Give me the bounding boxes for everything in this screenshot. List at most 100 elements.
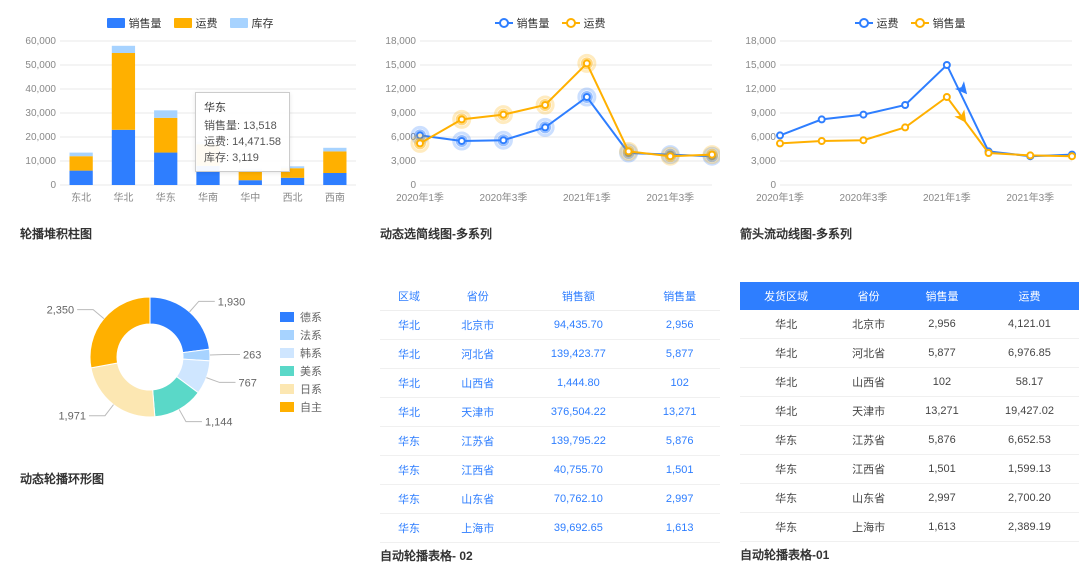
line2-chart: 0 3,000 6,000 9,000 12,000 15,000 18,000 2020年1… [740, 37, 1079, 217]
svg-text:德系: 德系 [300, 310, 322, 324]
table-header: 发货区域 [740, 282, 832, 310]
svg-text:2021年1季: 2021年1季 [563, 191, 611, 204]
table-row: 华东江苏省5,8766,652.53 [740, 426, 1079, 455]
legend-item[interactable]: 销售量 [495, 15, 550, 31]
table-row: 华东江西省1,5011,599.13 [740, 455, 1079, 484]
svg-text:263: 263 [243, 350, 261, 362]
svg-text:华东: 华东 [156, 191, 176, 204]
table-row: 华北山西省10258.17 [740, 368, 1079, 397]
legend-item[interactable]: 销售量 [911, 15, 966, 31]
svg-text:法系: 法系 [300, 328, 322, 342]
line2-panel: 运费销售量 0 3,000 6,000 9,000 12,000 15,000 18,000… [730, 10, 1079, 247]
table-header: 运费 [979, 282, 1079, 310]
table-row: 华东江西省40,755.701,501 [380, 456, 720, 485]
bar-chart-panel: 销售量运费库存 0 10,000 20,000 30,000 40,000 50,000 6… [10, 10, 370, 247]
svg-text:0: 0 [770, 180, 776, 191]
svg-text:767: 767 [238, 377, 256, 389]
svg-text:1,971: 1,971 [58, 411, 86, 423]
svg-text:3,000: 3,000 [751, 156, 776, 167]
svg-text:东北: 东北 [71, 191, 91, 204]
line1-chart: 03,0006,0009,00012,00015,00018,0002020年1… [380, 37, 720, 217]
svg-text:18,000: 18,000 [745, 37, 776, 47]
legend-item[interactable]: 销售量 [107, 15, 162, 31]
svg-text:6,000: 6,000 [751, 132, 776, 143]
svg-text:西南: 西南 [325, 191, 345, 204]
svg-text:18,000: 18,000 [385, 37, 416, 47]
line1-legend: 销售量运费 [380, 15, 720, 31]
svg-text:15,000: 15,000 [745, 60, 776, 71]
table1: 区域省份销售额销售量华北北京市94,435.702,956华北河北省139,42… [380, 282, 720, 543]
pie-chart: 1,930 263 767 1,144 1,971 2,350 德系法系韩系美系日系自主 [20, 252, 360, 462]
table-row: 华东山东省70,762.102,997 [380, 485, 720, 514]
svg-text:2,350: 2,350 [47, 305, 75, 317]
table-header: 销售额 [517, 282, 639, 311]
table-header: 销售量 [905, 282, 979, 310]
svg-text:西北: 西北 [283, 192, 303, 204]
table-row: 华北天津市376,504.2213,271 [380, 398, 720, 427]
table-row: 华北河北省139,423.775,877 [380, 340, 720, 369]
table-row: 华北北京市2,9564,121.01 [740, 310, 1079, 339]
pie-title: 动态轮播环形图 [20, 470, 360, 487]
svg-text:2020年3季: 2020年3季 [480, 191, 528, 204]
svg-text:0: 0 [410, 180, 416, 191]
svg-text:华北: 华北 [113, 191, 133, 204]
svg-text:20,000: 20,000 [25, 132, 56, 143]
svg-text:韩系: 韩系 [300, 346, 322, 360]
svg-text:自主: 自主 [300, 401, 322, 414]
svg-text:15,000: 15,000 [385, 60, 416, 71]
svg-text:2020年1季: 2020年1季 [756, 191, 804, 204]
table-header: 省份 [438, 282, 517, 311]
svg-text:12,000: 12,000 [385, 84, 416, 95]
svg-text:12,000: 12,000 [745, 84, 776, 95]
table2-panel: 发货区域省份销售量运费华北北京市2,9564,121.01华北河北省5,8776… [730, 247, 1079, 569]
table-header: 区域 [380, 282, 438, 311]
table-row: 华北河北省5,8776,976.85 [740, 339, 1079, 368]
svg-text:华中: 华中 [240, 191, 260, 204]
line1-title: 动态选简线图-多系列 [380, 225, 720, 242]
svg-text:美系: 美系 [300, 365, 322, 378]
legend-item[interactable]: 运费 [174, 15, 218, 31]
svg-text:2020年1季: 2020年1季 [396, 191, 444, 204]
table-row: 华东江苏省139,795.225,876 [380, 427, 720, 456]
svg-text:60,000: 60,000 [25, 37, 56, 47]
svg-text:2021年3季: 2021年3季 [1006, 191, 1054, 204]
line1-panel: 销售量运费 03,0006,0009,00012,00015,00018,000… [370, 10, 730, 247]
table2: 发货区域省份销售量运费华北北京市2,9564,121.01华北河北省5,8776… [740, 282, 1079, 542]
legend-item[interactable]: 运费 [855, 15, 899, 31]
line2-legend: 运费销售量 [740, 15, 1079, 31]
line2-title: 箭头流动线图-多系列 [740, 225, 1079, 242]
svg-text:华南: 华南 [198, 191, 218, 204]
table-row: 华东山东省2,9972,700.20 [740, 484, 1079, 513]
legend-item[interactable]: 库存 [230, 15, 274, 31]
svg-text:2021年1季: 2021年1季 [923, 191, 971, 204]
table-header: 销售量 [639, 282, 720, 311]
svg-text:30,000: 30,000 [25, 108, 56, 119]
table-row: 华东上海市39,692.651,613 [380, 514, 720, 543]
svg-text:2021年3季: 2021年3季 [646, 191, 694, 204]
svg-text:40,000: 40,000 [25, 84, 56, 95]
bar-chart: 0 10,000 20,000 30,000 40,000 50,000 60,000 东北 华… [20, 37, 360, 217]
svg-text:50,000: 50,000 [25, 60, 56, 71]
table-row: 华北天津市13,27119,427.02 [740, 397, 1079, 426]
pie-panel: 1,930 263 767 1,144 1,971 2,350 德系法系韩系美系日系自主 动… [10, 247, 370, 569]
svg-text:9,000: 9,000 [751, 108, 776, 119]
bar-legend: 销售量运费库存 [20, 15, 360, 31]
table-row: 华北北京市94,435.702,956 [380, 311, 720, 340]
svg-text:10,000: 10,000 [25, 156, 56, 167]
table1-title: 自动轮播表格- 02 [380, 547, 720, 564]
legend-item[interactable]: 运费 [562, 15, 606, 31]
table-header: 省份 [832, 282, 905, 310]
svg-text:日系: 日系 [300, 383, 322, 396]
svg-text:1,144: 1,144 [205, 417, 233, 429]
svg-text:9,000: 9,000 [391, 108, 416, 119]
bar-title: 轮播堆积柱图 [20, 225, 360, 242]
table-row: 华东上海市1,6132,389.19 [740, 513, 1079, 542]
svg-text:2020年3季: 2020年3季 [840, 191, 888, 204]
svg-text:3,000: 3,000 [391, 156, 416, 167]
svg-text:0: 0 [50, 180, 56, 191]
table-row: 华北山西省1,444.80102 [380, 369, 720, 398]
table2-title: 自动轮播表格-01 [740, 546, 1079, 563]
table1-panel: 区域省份销售额销售量华北北京市94,435.702,956华北河北省139,42… [370, 247, 730, 569]
svg-text:1,930: 1,930 [218, 296, 246, 308]
bar-tooltip: 华东销售量: 13,518运费: 14,471.58库存: 3,119 [195, 92, 290, 172]
